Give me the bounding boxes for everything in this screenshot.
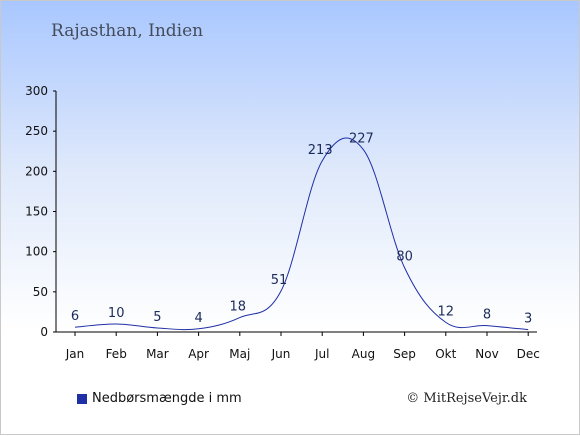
x-tick-label: Jan [65,347,85,361]
x-tick-label: Jun [271,347,291,361]
y-tick-label: 50 [33,285,48,299]
data-label: 18 [230,300,247,315]
y-tick-label: 200 [25,164,48,178]
legend-swatch [77,393,87,404]
x-tick-label: Sep [393,347,416,361]
chart-title: Rajasthan, Indien [51,21,204,41]
series-line [74,137,529,331]
x-tick-label: Okt [435,347,456,361]
y-tick-label: 150 [25,205,48,219]
y-tick-label: 300 [25,84,48,98]
x-tick-label: Dec [517,347,540,361]
x-tick-label: Nov [475,347,498,361]
data-label: 8 [483,308,491,323]
data-label: 80 [396,250,413,265]
data-label: 4 [194,311,202,326]
x-tick-label: Mar [146,347,169,361]
data-label: 3 [524,312,532,327]
y-tick-label: 0 [40,325,48,339]
data-label: 213 [308,143,333,158]
x-tick-label: Apr [188,347,209,361]
legend: Nedbørsmængde i mm [77,391,242,406]
data-label: 5 [153,310,161,325]
x-tick-label: Feb [106,347,127,361]
data-label: 51 [271,273,288,288]
data-label: 227 [349,132,374,147]
data-label: 12 [438,304,455,319]
credit-link[interactable]: © MitRejseVejr.dk [406,391,527,406]
legend-label: Nedbørsmængde i mm [92,391,242,406]
data-label: 10 [108,306,125,321]
x-tick-label: Maj [229,347,250,361]
x-tick-label: Jul [314,347,329,361]
x-tick-label: Aug [352,347,375,361]
y-tick-label: 100 [25,245,48,259]
data-label: 6 [71,309,79,324]
y-tick-label: 250 [25,124,48,138]
